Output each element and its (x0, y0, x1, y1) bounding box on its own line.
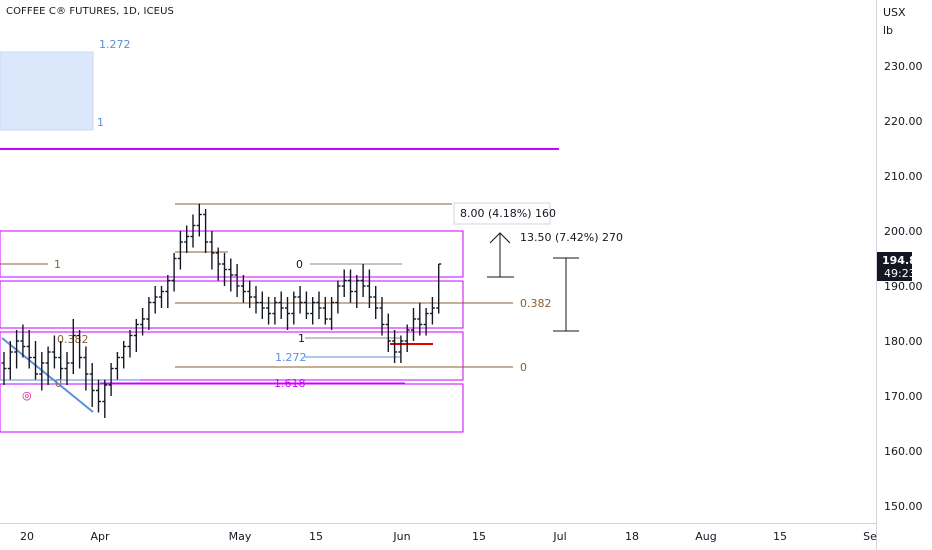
fib-right-label-0-low: 0 (520, 361, 527, 374)
price-tick-label: 220.00 (884, 115, 923, 128)
last-price-label: 194.85 (882, 254, 924, 267)
fib-right-label-1: 1 (298, 332, 305, 345)
time-tick-label: Apr (90, 530, 110, 543)
measure-label-top: 8.00 (4.18%) 160 (460, 207, 556, 220)
time-tick-label: 15 (472, 530, 486, 543)
price-tick-label: 200.00 (884, 225, 923, 238)
measure-arrow-mid-head (489, 232, 511, 244)
fib-right-label-0: 0 (296, 258, 303, 271)
box-level-1272: 1.272 (99, 38, 131, 51)
box-level-1: 1 (97, 116, 104, 129)
blue-projection-box[interactable] (0, 51, 94, 131)
price-tick-label: 160.00 (884, 445, 923, 458)
pink-marker-icon[interactable]: ◎ (22, 389, 32, 402)
ext-label-1272: 1.272 (275, 351, 307, 364)
price-tick-label: 170.00 (884, 390, 923, 403)
last-price-badge (877, 252, 912, 281)
price-unit-measure: lb (883, 24, 894, 37)
time-tick-label: Jul (552, 530, 566, 543)
price-tick-label: 180.00 (884, 335, 923, 348)
price-axis[interactable]: 230.00 220.00 210.00 200.00 190.00 180.00 170.… (884, 60, 923, 513)
time-axis[interactable]: 20 Apr May 15 Jun 15 Jul 18 Aug 15 Se (20, 530, 877, 543)
measure-label-box-top (453, 202, 551, 225)
time-tick-label: Jun (392, 530, 410, 543)
price-tick-label: 150.00 (884, 500, 923, 513)
price-tick-label: 190.00 (884, 280, 923, 293)
chart-title: COFFEE C® FUTURES, 1D, ICEUS (6, 6, 174, 17)
time-tick-label: May (229, 530, 252, 543)
price-tick-label: 230.00 (884, 60, 923, 73)
fib-right-label-0382: 0.382 (520, 297, 552, 310)
price-tick-label: 210.00 (884, 170, 923, 183)
ohlc-series[interactable] (1, 203, 442, 419)
ext-label-1618: 1.618 (274, 377, 306, 390)
time-tick-label: 15 (309, 530, 323, 543)
fib-left-label-1: 1 (54, 258, 61, 271)
magenta-zone-bottom[interactable] (0, 383, 464, 433)
time-tick-label: Se (863, 530, 877, 543)
magenta-zone-low[interactable] (0, 331, 464, 381)
countdown-label: 49:23 (884, 267, 916, 280)
time-tick-label: Aug (695, 530, 716, 543)
time-tick-label: 15 (773, 530, 787, 543)
time-tick-label: 20 (20, 530, 34, 543)
time-tick-label: 18 (625, 530, 639, 543)
measure-label-mid: 13.50 (7.42%) 270 (520, 231, 623, 244)
price-unit-currency: USX (883, 6, 906, 19)
